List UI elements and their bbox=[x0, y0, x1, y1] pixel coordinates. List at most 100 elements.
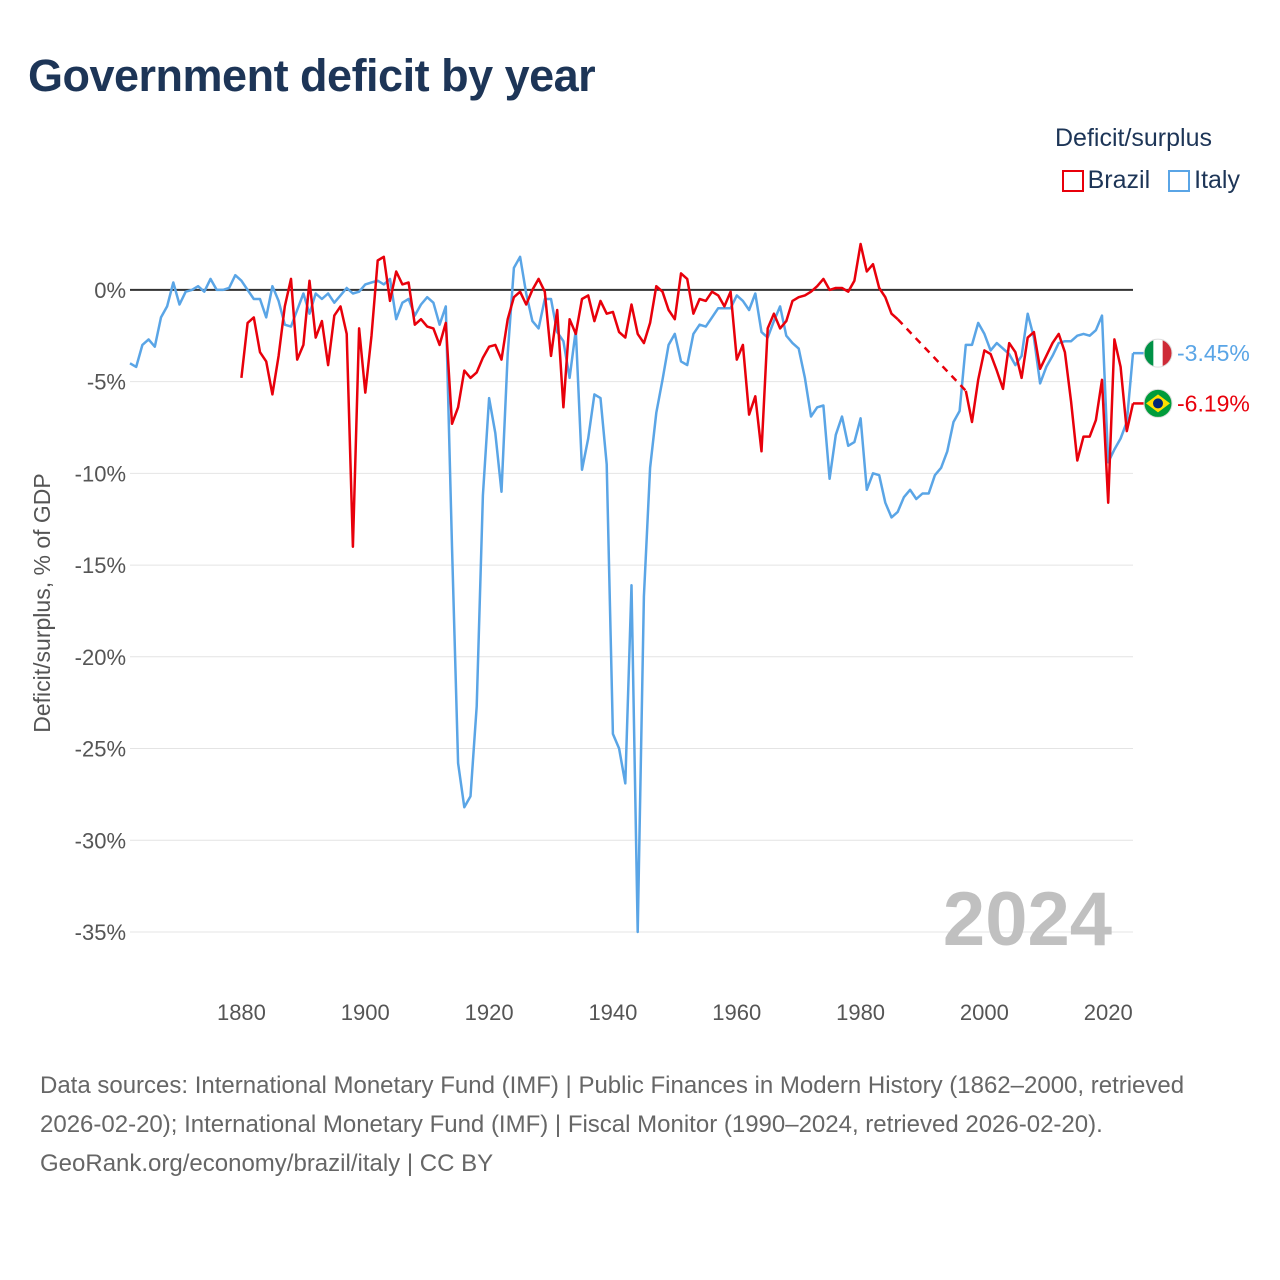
series-italy-point bbox=[698, 324, 700, 326]
series-brazil-point bbox=[1039, 368, 1041, 370]
x-tick-label: 1980 bbox=[836, 1000, 885, 1025]
x-tick-label: 1880 bbox=[217, 1000, 266, 1025]
series-italy-point bbox=[791, 342, 793, 344]
series-italy-point bbox=[884, 502, 886, 504]
series-brazil-point bbox=[791, 300, 793, 302]
series-brazil-point bbox=[1095, 419, 1097, 421]
series-brazil-point bbox=[327, 364, 329, 366]
series-italy-point bbox=[246, 289, 248, 291]
page-title: Government deficit by year bbox=[28, 50, 596, 101]
y-tick-label: -30% bbox=[75, 828, 126, 853]
series-italy-point bbox=[550, 298, 552, 300]
series-brazil-point bbox=[593, 320, 595, 322]
series-italy-point bbox=[637, 931, 639, 933]
series-italy-point bbox=[401, 302, 403, 304]
series-italy-point bbox=[426, 296, 428, 298]
series-italy-point bbox=[822, 404, 824, 406]
series-brazil-line bbox=[240, 242, 899, 548]
series-brazil-point bbox=[711, 291, 713, 293]
series-brazil-point bbox=[890, 313, 892, 315]
y-tick-label: -5% bbox=[87, 370, 126, 395]
series-italy-point bbox=[135, 366, 137, 368]
series-brazil-point bbox=[1008, 342, 1010, 344]
series-italy-point bbox=[327, 292, 329, 294]
series-brazil-point bbox=[401, 283, 403, 285]
series-brazil-point bbox=[841, 287, 843, 289]
x-tick-label: 1920 bbox=[465, 1000, 514, 1025]
series-italy-point bbox=[717, 307, 719, 309]
series-italy-point bbox=[952, 421, 954, 423]
series-brazil-point bbox=[785, 320, 787, 322]
series-italy-point bbox=[525, 292, 527, 294]
series-brazil-point bbox=[277, 355, 279, 357]
series-italy-point bbox=[234, 274, 236, 276]
series-brazil-point bbox=[568, 318, 570, 320]
series-brazil-point bbox=[760, 450, 762, 452]
credit-link[interactable]: GeoRank.org/economy/brazil/italy | CC BY bbox=[40, 1150, 494, 1177]
series-brazil-point bbox=[432, 327, 434, 329]
series-brazil-gap bbox=[896, 318, 967, 392]
series-brazil-point bbox=[804, 294, 806, 296]
series-brazil-point bbox=[1082, 435, 1084, 437]
series-italy-point bbox=[853, 441, 855, 443]
legend-item-brazil[interactable]: Brazil bbox=[1061, 166, 1150, 195]
series-brazil-point bbox=[717, 294, 719, 296]
series-brazil-point bbox=[872, 263, 874, 265]
series-italy-point bbox=[1089, 335, 1091, 337]
gridlines bbox=[130, 381, 1133, 933]
x-tick-label: 1900 bbox=[341, 1000, 390, 1025]
series-italy-point bbox=[457, 762, 459, 764]
series-italy-point bbox=[209, 278, 211, 280]
series-italy-point bbox=[1095, 329, 1097, 331]
series-italy-point bbox=[624, 782, 626, 784]
series-brazil-point bbox=[389, 300, 391, 302]
series-italy-point bbox=[705, 325, 707, 327]
italy-flag-icon bbox=[1143, 338, 1173, 368]
footer: Data sources: International Monetary Fun… bbox=[40, 1066, 1240, 1183]
series-brazil-point bbox=[989, 353, 991, 355]
series-italy-point bbox=[921, 492, 923, 494]
year-watermark: 2024 bbox=[943, 877, 1112, 962]
series-brazil-point bbox=[748, 413, 750, 415]
series-brazil-point bbox=[259, 351, 261, 353]
series-italy-point bbox=[352, 292, 354, 294]
series-italy-point bbox=[154, 346, 156, 348]
series-brazil-point bbox=[525, 303, 527, 305]
series-brazil-point bbox=[407, 281, 409, 283]
series-italy-point bbox=[1082, 333, 1084, 335]
x-tick-label: 1960 bbox=[712, 1000, 761, 1025]
series-italy-point bbox=[197, 285, 199, 287]
y-axis-tick-labels: 0% -5% -10% -15% -20% -25% -30% -35% bbox=[75, 278, 126, 945]
series-italy-point bbox=[222, 289, 224, 291]
series-italy-point bbox=[240, 280, 242, 282]
series-italy-point bbox=[216, 289, 218, 291]
series-brazil-point bbox=[1027, 336, 1029, 338]
series-brazil-point bbox=[736, 358, 738, 360]
series-italy-point bbox=[940, 467, 942, 469]
series-italy-point bbox=[736, 294, 738, 296]
series-italy-point bbox=[308, 313, 310, 315]
series-brazil-point bbox=[296, 358, 298, 360]
y-axis-label: Deficit/surplus, % of GDP bbox=[29, 473, 55, 732]
series-italy-point bbox=[1064, 340, 1066, 342]
series-italy-point bbox=[507, 353, 509, 355]
series-brazil-point bbox=[284, 305, 286, 307]
series-italy-point bbox=[1101, 314, 1103, 316]
series-italy-point bbox=[407, 298, 409, 300]
series-italy-point bbox=[500, 491, 502, 493]
series-brazil-point bbox=[364, 391, 366, 393]
series-italy-point bbox=[315, 292, 317, 294]
series-italy bbox=[129, 255, 1135, 934]
series-brazil-point bbox=[667, 309, 669, 311]
deficit-line-chart: 0% -5% -10% -15% -20% -25% -30% -35% 1880 1900 19… bbox=[29, 242, 1250, 1025]
series-brazil-point bbox=[996, 369, 998, 371]
series-brazil-point bbox=[606, 313, 608, 315]
series-italy-point bbox=[612, 733, 614, 735]
series-brazil-point bbox=[544, 291, 546, 293]
series-italy-point bbox=[346, 287, 348, 289]
legend-item-italy[interactable]: Italy bbox=[1168, 166, 1240, 195]
series-italy-point bbox=[983, 333, 985, 335]
series-brazil-point bbox=[773, 313, 775, 315]
series-brazil-point bbox=[476, 371, 478, 373]
series-brazil-point bbox=[457, 406, 459, 408]
